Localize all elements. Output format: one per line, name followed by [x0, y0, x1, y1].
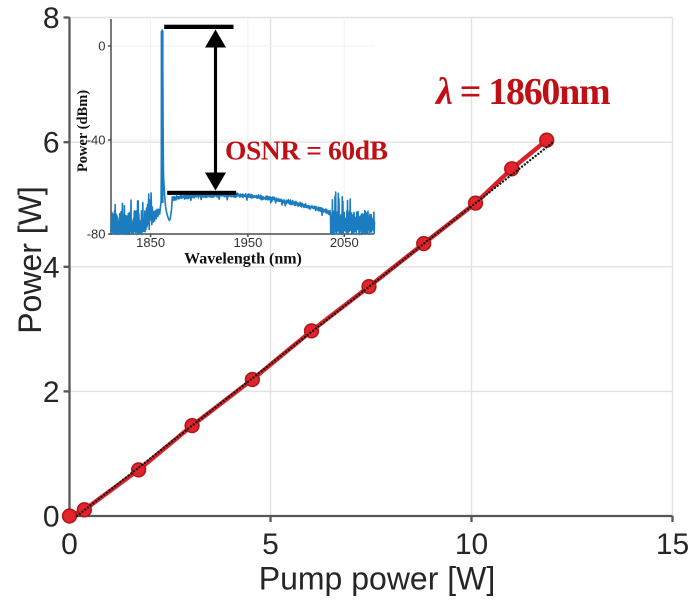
svg-text:5: 5 — [262, 528, 279, 561]
svg-text:2050: 2050 — [330, 235, 359, 250]
svg-text:0: 0 — [61, 528, 78, 561]
svg-text:1950: 1950 — [233, 235, 262, 250]
svg-text:6: 6 — [43, 127, 60, 160]
svg-text:1850: 1850 — [136, 235, 165, 250]
svg-text:0: 0 — [98, 39, 105, 54]
svg-text:Power (dBm): Power (dBm) — [75, 90, 91, 172]
svg-text:-40: -40 — [87, 133, 106, 148]
svg-text:Pump power [W]: Pump power [W] — [259, 561, 496, 597]
svg-text:-80: -80 — [87, 227, 106, 242]
svg-text:0: 0 — [43, 501, 60, 534]
svg-text:4: 4 — [43, 251, 60, 284]
svg-text:OSNR = 60dB: OSNR = 60dB — [225, 135, 388, 166]
svg-text:λ = 1860nm: λ = 1860nm — [434, 71, 610, 113]
svg-text:Power [W]: Power [W] — [12, 186, 48, 334]
svg-text:Wavelength (nm): Wavelength (nm) — [184, 251, 302, 268]
svg-text:8: 8 — [43, 2, 60, 35]
svg-text:10: 10 — [455, 528, 488, 561]
svg-text:2: 2 — [43, 376, 60, 409]
svg-text:15: 15 — [656, 528, 689, 561]
